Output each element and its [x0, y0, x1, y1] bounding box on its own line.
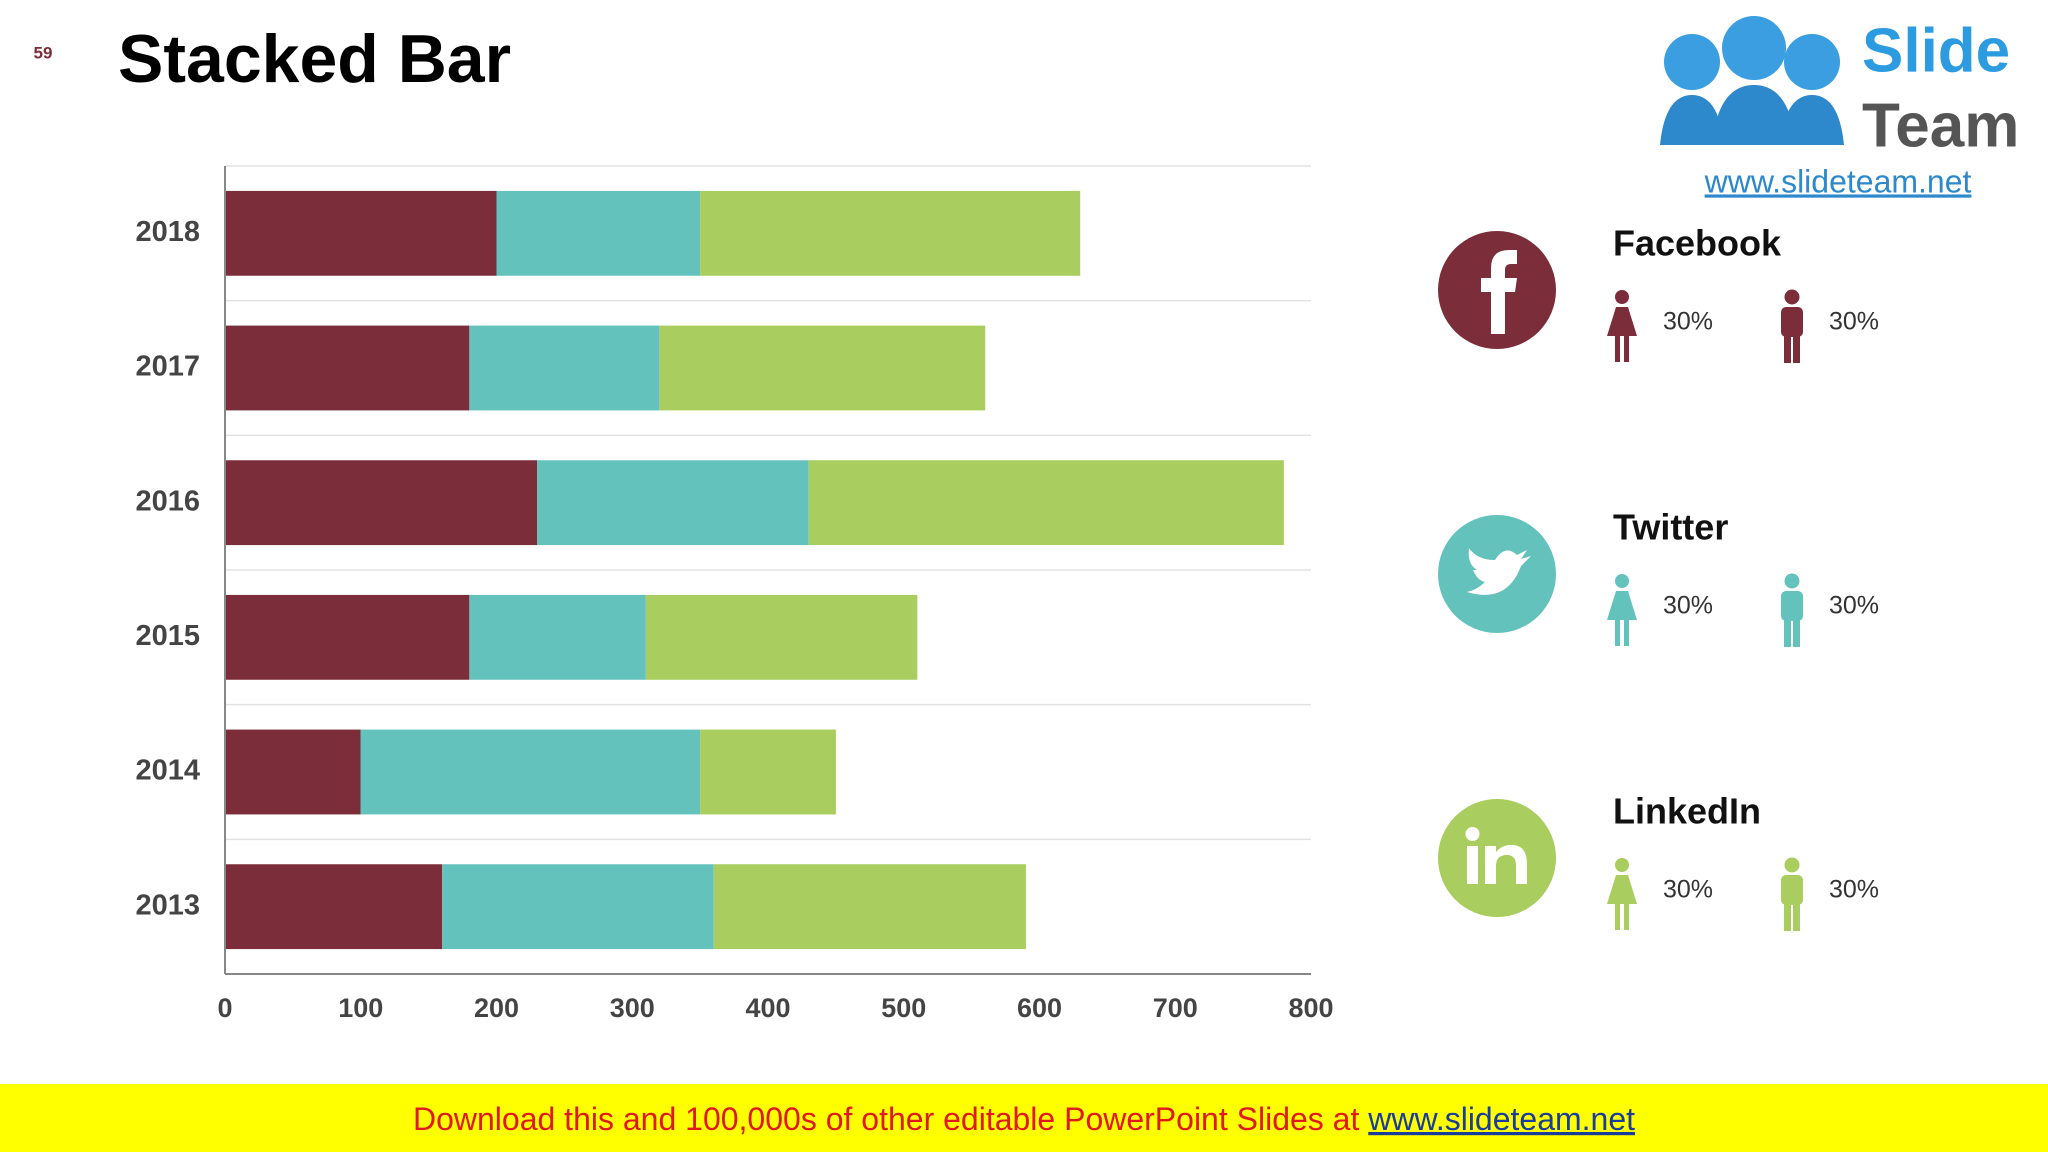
linkedin-glyph — [1467, 846, 1478, 884]
female-icon-leg — [1624, 902, 1629, 930]
female-icon-head — [1615, 574, 1629, 588]
chart-title: Stacked Bar — [118, 21, 511, 97]
y-tick-label: 2018 — [135, 216, 200, 248]
female-percent: 30% — [1663, 876, 1713, 904]
x-tick-label: 600 — [1017, 993, 1062, 1023]
male-percent: 30% — [1829, 592, 1879, 620]
male-icon-leg — [1793, 901, 1800, 931]
bar-segment — [360, 729, 701, 815]
female-percent: 30% — [1663, 592, 1713, 620]
bar-segment — [496, 190, 701, 276]
social-name: Twitter — [1613, 507, 1728, 548]
logo-body — [1780, 95, 1844, 145]
bar-segment — [645, 594, 918, 680]
male-icon-leg — [1793, 333, 1800, 363]
social-panel: Facebook 30% 30% — [1438, 223, 1879, 363]
male-icon-leg — [1784, 617, 1791, 647]
social-panel: LinkedIn 30% 30% — [1438, 791, 1879, 931]
logo-body — [1660, 95, 1724, 145]
bar-segment — [700, 729, 836, 815]
bar-segment — [225, 460, 538, 546]
x-tick-label: 100 — [338, 993, 383, 1023]
male-icon-leg — [1784, 333, 1791, 363]
male-icon-head — [1784, 573, 1800, 589]
x-tick-label: 300 — [610, 993, 655, 1023]
x-tick-label: 400 — [745, 993, 790, 1023]
bar-segment — [808, 460, 1284, 546]
x-tick-label: 800 — [1288, 993, 1333, 1023]
logo-text: Slide — [1862, 16, 2010, 85]
male-icon-body — [1781, 875, 1803, 905]
linkedin-glyph — [1485, 844, 1527, 884]
female-icon-body — [1607, 591, 1637, 620]
logo-head — [1722, 16, 1786, 80]
male-percent: 30% — [1829, 308, 1879, 336]
banner-text: Download this and 100,000s of other edit… — [413, 1101, 1368, 1137]
logo-url[interactable]: www.slideteam.net — [1704, 163, 1972, 199]
logo: Slide Team www.slideteam.net — [1639, 0, 2048, 199]
banner-text: Download this and 100,000s of other edit… — [413, 1101, 1635, 1137]
banner — [0, 1084, 2048, 1152]
social-name: LinkedIn — [1613, 791, 1761, 832]
facebook-glyph — [1481, 250, 1517, 334]
bar-segment — [225, 594, 470, 680]
banner-link[interactable]: www.slideteam.net — [1367, 1101, 1635, 1137]
male-icon-leg — [1793, 617, 1800, 647]
y-tick-label: 2013 — [135, 889, 200, 921]
x-tick-label: 500 — [881, 993, 926, 1023]
logo-text: Team — [1862, 91, 2019, 160]
male-icon-body — [1781, 307, 1803, 337]
female-icon-head — [1615, 858, 1629, 872]
linkedin-glyph — [1465, 827, 1480, 841]
bar-segment — [225, 729, 361, 815]
logo-head — [1664, 34, 1720, 90]
bar-segment — [537, 460, 809, 546]
y-tick-label: 2015 — [135, 620, 200, 652]
female-icon-leg — [1615, 902, 1620, 930]
y-tick-label: 2017 — [135, 351, 200, 383]
bar-segment — [700, 190, 1081, 276]
logo-box — [1639, 0, 2048, 196]
female-icon-body — [1607, 875, 1637, 904]
x-tick-label: 0 — [217, 993, 232, 1023]
bar-segment — [713, 864, 1026, 950]
social-panel: Twitter 30% 30% — [1438, 507, 1879, 647]
twitter-glyph — [1467, 548, 1531, 595]
social-name: Facebook — [1613, 223, 1782, 264]
female-icon-leg — [1615, 618, 1620, 646]
y-tick-label: 2014 — [135, 755, 200, 787]
male-percent: 30% — [1829, 876, 1879, 904]
female-icon-leg — [1615, 334, 1620, 362]
slide-number: 59 — [34, 43, 53, 62]
bar-segment — [469, 594, 646, 680]
bar-segment — [659, 325, 986, 411]
bar-segment — [225, 325, 470, 411]
x-tick-label: 200 — [474, 993, 519, 1023]
female-percent: 30% — [1663, 308, 1713, 336]
female-icon-leg — [1624, 618, 1629, 646]
male-icon-leg — [1784, 901, 1791, 931]
female-icon-leg — [1624, 334, 1629, 362]
male-icon-head — [1784, 857, 1800, 873]
logo-head — [1784, 34, 1840, 90]
bar-segment — [225, 864, 443, 950]
male-icon-body — [1781, 591, 1803, 621]
female-icon-body — [1607, 307, 1637, 336]
female-icon-head — [1615, 290, 1629, 304]
male-icon-head — [1784, 289, 1800, 305]
logo-body — [1712, 85, 1796, 145]
bar-segment — [469, 325, 660, 411]
x-tick-label: 700 — [1153, 993, 1198, 1023]
bar-segment — [442, 864, 714, 950]
y-tick-label: 2016 — [135, 485, 200, 517]
bar-segment — [225, 190, 497, 276]
